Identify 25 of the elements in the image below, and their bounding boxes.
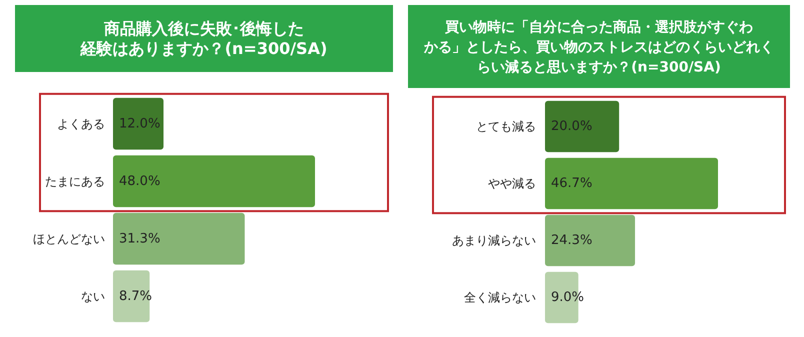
bar <box>545 158 718 210</box>
chart-title: 商品購入後に失敗･後悔した経験はありますか？(n=300/SA) <box>80 19 328 58</box>
data-label: 31.3% <box>119 231 160 246</box>
bar <box>113 212 245 265</box>
data-label: 9.0% <box>551 290 584 305</box>
data-label: 48.0% <box>119 174 160 189</box>
chart-title: 買い物時に「自分に合った商品・選択肢がすぐわかる」としたら、買い物のストレスはどのくらいどれくらい減ると思いますか？(n=300/SA) <box>423 18 774 76</box>
y-tick-label: ない <box>81 289 105 304</box>
data-label: 46.7% <box>551 176 592 191</box>
y-tick-label: ほとんどない <box>33 232 105 246</box>
bar <box>545 214 636 266</box>
data-label: 12.0% <box>119 116 160 132</box>
y-tick-label: あまり減らない <box>452 234 536 248</box>
data-label: 20.0% <box>551 119 592 134</box>
y-tick-label: 全く減らない <box>464 290 536 304</box>
y-tick-label: やや減る <box>488 176 536 190</box>
bar <box>113 98 164 150</box>
y-tick-label: よくある <box>57 116 105 131</box>
y-tick-label: たまにある <box>45 174 105 188</box>
bar <box>113 270 150 322</box>
y-tick-label: とても減る <box>476 120 536 134</box>
data-label: 8.7% <box>119 288 152 304</box>
data-label: 24.3% <box>551 233 592 248</box>
bar <box>545 100 620 152</box>
bar <box>113 155 315 208</box>
